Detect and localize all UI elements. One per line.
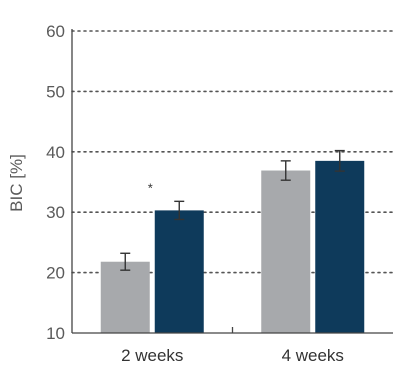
error-bars <box>120 149 345 271</box>
bar <box>100 261 150 333</box>
bar <box>154 210 204 333</box>
bar <box>315 160 365 333</box>
x-tick-label: 4 weeks <box>282 346 344 365</box>
y-tick-label: 10 <box>46 324 65 343</box>
significance-marker: * <box>148 180 153 195</box>
x-tick-label: 2 weeks <box>121 346 183 365</box>
y-tick-label: 30 <box>46 203 65 222</box>
y-tick-label: 40 <box>46 143 65 162</box>
y-tick-label: 50 <box>46 82 65 101</box>
labels: 10 20 30 40 50 60 2 weeks 4 weeks * <box>46 22 344 365</box>
axes <box>71 29 393 334</box>
bar <box>261 170 311 333</box>
y-axis-title: BIC [%] <box>7 154 26 212</box>
y-tick-label: 60 <box>46 22 65 41</box>
bars <box>100 160 365 333</box>
y-tick-label: 20 <box>46 264 65 283</box>
